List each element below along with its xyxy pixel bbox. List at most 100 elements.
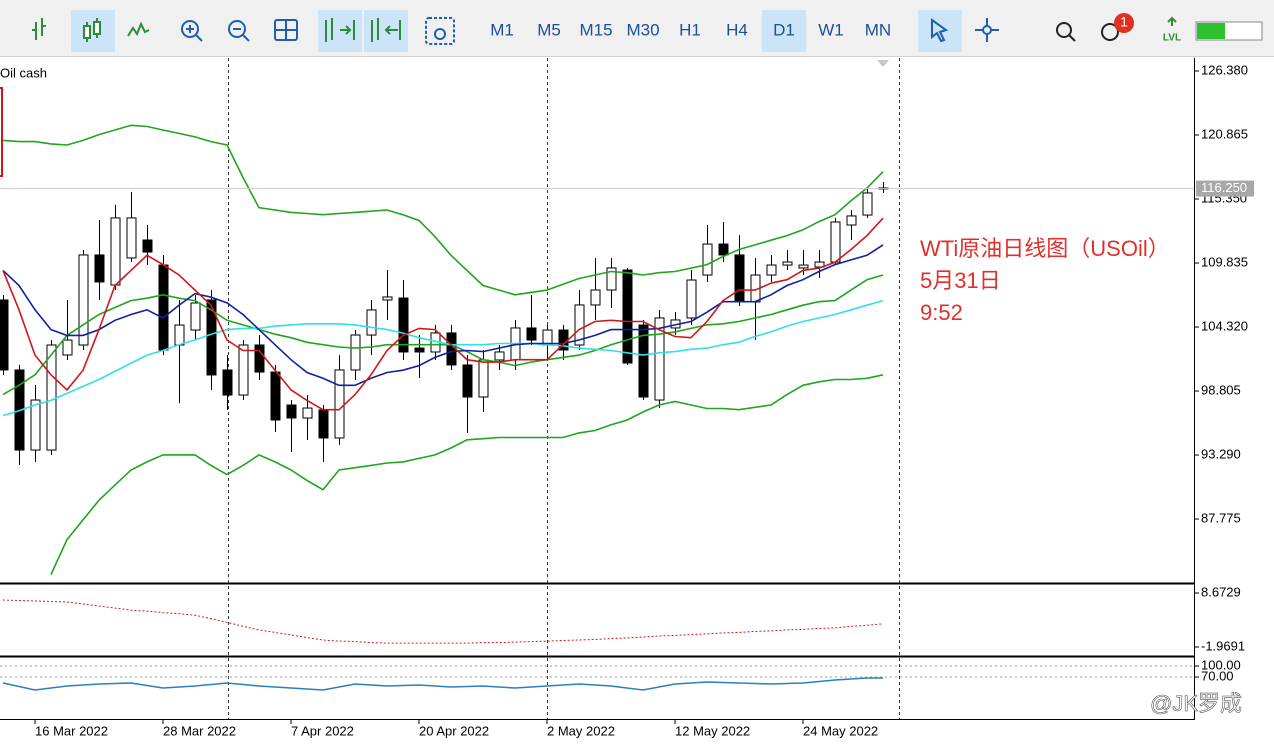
candle-body	[334, 369, 345, 439]
bar-chart-icon[interactable]	[32, 18, 46, 40]
cursor-icon	[931, 18, 949, 43]
candle-body	[222, 369, 233, 396]
x-tick-label: 2 May 2022	[547, 723, 615, 738]
y-tick-label: 100.00	[1201, 657, 1241, 672]
zoom-in[interactable]	[181, 20, 199, 38]
candle-body	[318, 409, 329, 439]
scroll-icons	[325, 18, 401, 42]
pane-2	[0, 665, 1194, 691]
candle-body	[398, 297, 409, 353]
candle-body	[110, 217, 121, 286]
indicator-line	[2, 124, 884, 296]
timeframe-button[interactable]: W1	[818, 20, 844, 39]
pane-1	[2, 599, 884, 644]
x-tick-label: 28 Mar 2022	[163, 723, 236, 738]
y-tick-label: 104.320	[1201, 318, 1248, 333]
x-tick-label: 20 Apr 2022	[419, 723, 489, 738]
account-button[interactable]	[1101, 23, 1119, 41]
y-tick-label: 8.6729	[1201, 584, 1241, 599]
candle-body	[158, 264, 169, 351]
timeframe-button[interactable]: M30	[626, 20, 659, 39]
candle-body	[174, 324, 185, 346]
timeframe-button[interactable]: M15	[579, 20, 612, 39]
candle-body	[718, 243, 729, 256]
candle-body	[286, 404, 297, 419]
x-tick-label: 7 Apr 2022	[291, 723, 354, 738]
candle-body	[414, 347, 425, 353]
symbol-label: Oil cash	[0, 65, 47, 80]
timeframe-button[interactable]: M1	[490, 20, 514, 39]
y-tick-label: 109.835	[1201, 254, 1248, 269]
trade-panel-edge	[0, 87, 3, 177]
line-chart-icon[interactable]	[127, 21, 150, 37]
notification-badge	[1114, 13, 1134, 33]
candle-body	[46, 344, 57, 451]
candle-body	[494, 351, 505, 361]
y-tick-label: 126.380	[1201, 62, 1248, 77]
candle-body	[62, 339, 73, 356]
candle-body	[126, 217, 137, 259]
candle-body	[238, 344, 249, 396]
current-price-label: 116.250	[1201, 180, 1247, 195]
x-tick-label: 12 May 2022	[675, 723, 750, 738]
candle-body	[782, 261, 793, 266]
zoom-icons	[181, 19, 298, 42]
screenshot-button[interactable]	[425, 17, 455, 45]
candle-body	[862, 192, 873, 216]
candle-body	[702, 243, 713, 276]
indicator-line	[2, 599, 884, 644]
toolbar	[0, 0, 1274, 56]
pane-0	[0, 124, 1194, 575]
timeframe-button[interactable]: H1	[679, 20, 701, 39]
level-label: LVL	[1163, 33, 1181, 44]
x-tick-label: 16 Mar 2022	[35, 723, 108, 738]
search-button[interactable]	[1056, 22, 1072, 38]
candle-body	[574, 304, 585, 346]
candle-body	[350, 334, 361, 371]
shift-marker	[877, 60, 889, 67]
timeframe-button[interactable]: H4	[726, 20, 748, 39]
candle-body	[78, 254, 89, 346]
camera-icon	[434, 28, 446, 40]
candle-body	[734, 254, 745, 303]
zoom-out[interactable]	[228, 20, 246, 38]
indicator-line	[2, 299, 884, 417]
indicator-line	[50, 374, 884, 575]
candle-body	[30, 399, 41, 451]
signal-level	[1197, 23, 1225, 39]
annotation: 9:52	[920, 300, 963, 325]
candle-body	[766, 264, 777, 276]
annotation: WTi原油日线图（USOil）	[920, 236, 1170, 261]
candle-body	[302, 407, 313, 419]
timeframe-button[interactable]: M5	[537, 20, 561, 39]
y-tick-label: 93.290	[1201, 446, 1241, 461]
current-price-box	[1196, 180, 1254, 197]
active-timeframe[interactable]	[762, 10, 806, 52]
candle-body	[798, 264, 809, 269]
candle-body	[526, 327, 537, 341]
indicator-line	[2, 244, 884, 387]
indicator-line	[2, 677, 883, 691]
notification-count: 1	[1120, 14, 1128, 30]
candle-body	[94, 254, 105, 283]
search-handle	[1068, 34, 1076, 42]
crosshair-center	[982, 25, 992, 35]
candle-body	[814, 261, 825, 268]
candle-body	[190, 302, 201, 331]
candle-body	[606, 267, 617, 291]
x-tick-label: 24 May 2022	[803, 723, 878, 738]
y-tick-label: 120.865	[1201, 126, 1248, 141]
candle-body	[846, 215, 857, 226]
indicator-line	[2, 274, 884, 396]
watermark: @JK罗成	[1150, 691, 1242, 716]
candle-body	[254, 344, 265, 373]
timeframe-button[interactable]: D1	[773, 20, 795, 39]
level-icon	[1167, 16, 1177, 26]
candle-body	[686, 279, 697, 319]
y-tick-label: -1.9691	[1201, 638, 1245, 653]
timeframe-button[interactable]: MN	[865, 20, 891, 39]
candle-body	[638, 324, 649, 398]
candle-body	[462, 364, 473, 398]
